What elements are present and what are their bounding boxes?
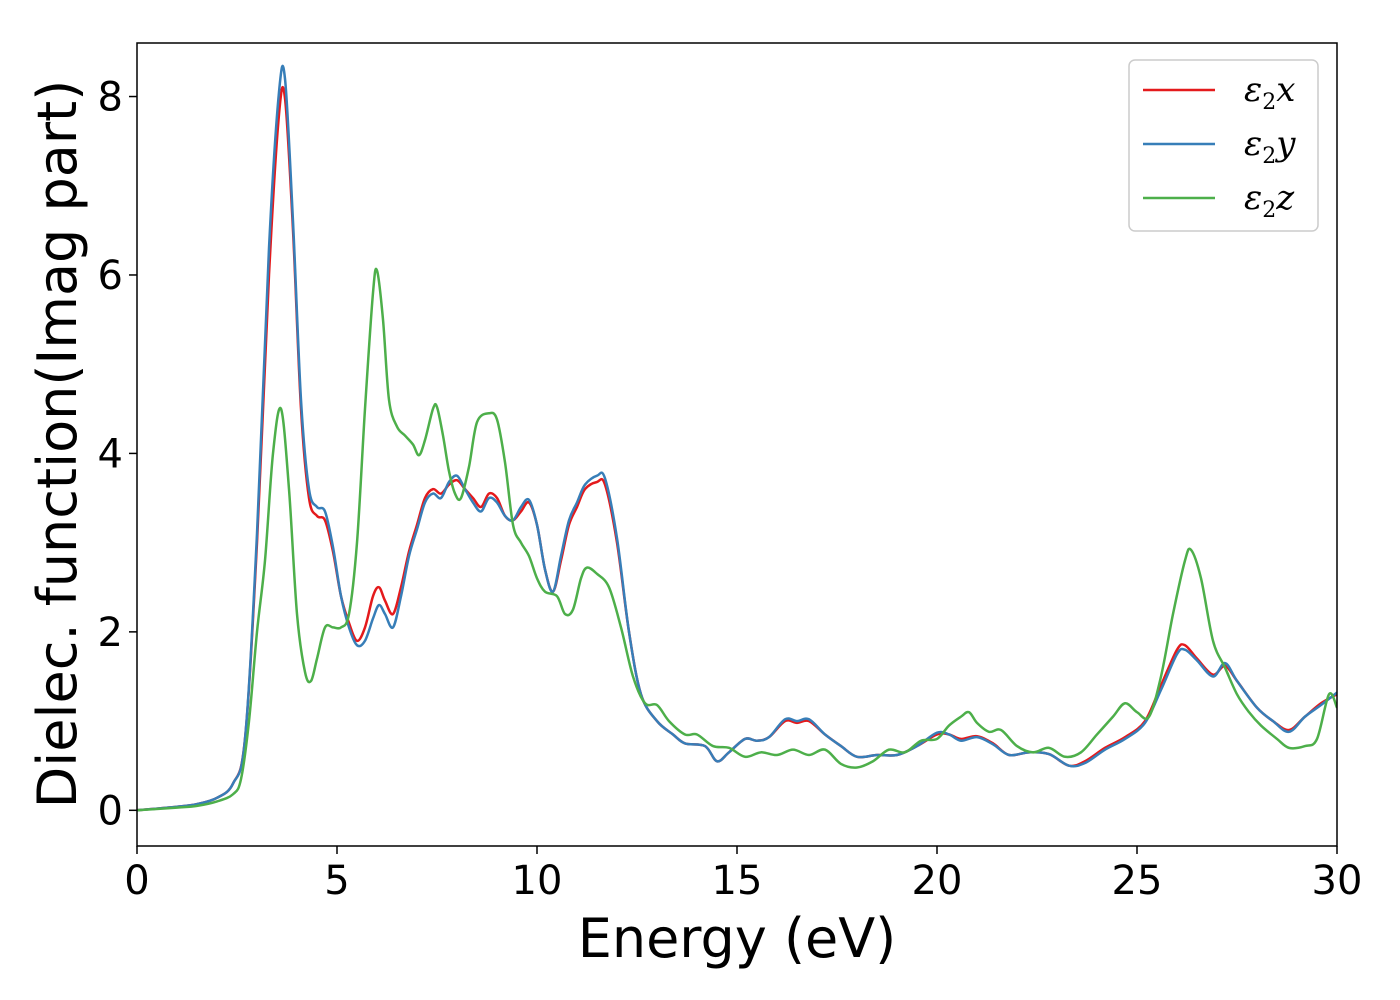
y-tick-label: 6 (98, 253, 123, 299)
x-tick-label: 5 (324, 858, 349, 904)
y-axis-label: Dielec. function(Imag part) (26, 80, 89, 809)
series-line-z (137, 267, 1337, 812)
x-tick-label: 0 (124, 858, 149, 904)
legend-label-x: ε2x (1244, 70, 1295, 115)
y-tick-label: 8 (98, 75, 123, 121)
legend-label-y: ε2y (1244, 124, 1296, 169)
legend-label-z: ε2z (1244, 178, 1295, 223)
y-tick-label: 2 (98, 610, 123, 656)
x-axis: 0 5 10 15 20 25 30 (124, 846, 1362, 904)
series-line-y (137, 64, 1337, 812)
y-axis: 0 2 4 6 8 (98, 75, 137, 834)
y-tick-label: 4 (98, 431, 123, 477)
legend: ε2x ε2y ε2z (1128, 59, 1319, 232)
x-tick-label: 25 (1112, 858, 1163, 904)
legend-box (1128, 59, 1319, 232)
x-tick-label: 20 (912, 858, 963, 904)
series-layer (137, 64, 1337, 812)
x-tick-label: 10 (512, 858, 563, 904)
y-tick-label: 0 (98, 788, 123, 834)
x-tick-label: 15 (712, 858, 763, 904)
x-tick-label: 30 (1312, 858, 1363, 904)
x-axis-label: Energy (eV) (578, 907, 897, 970)
